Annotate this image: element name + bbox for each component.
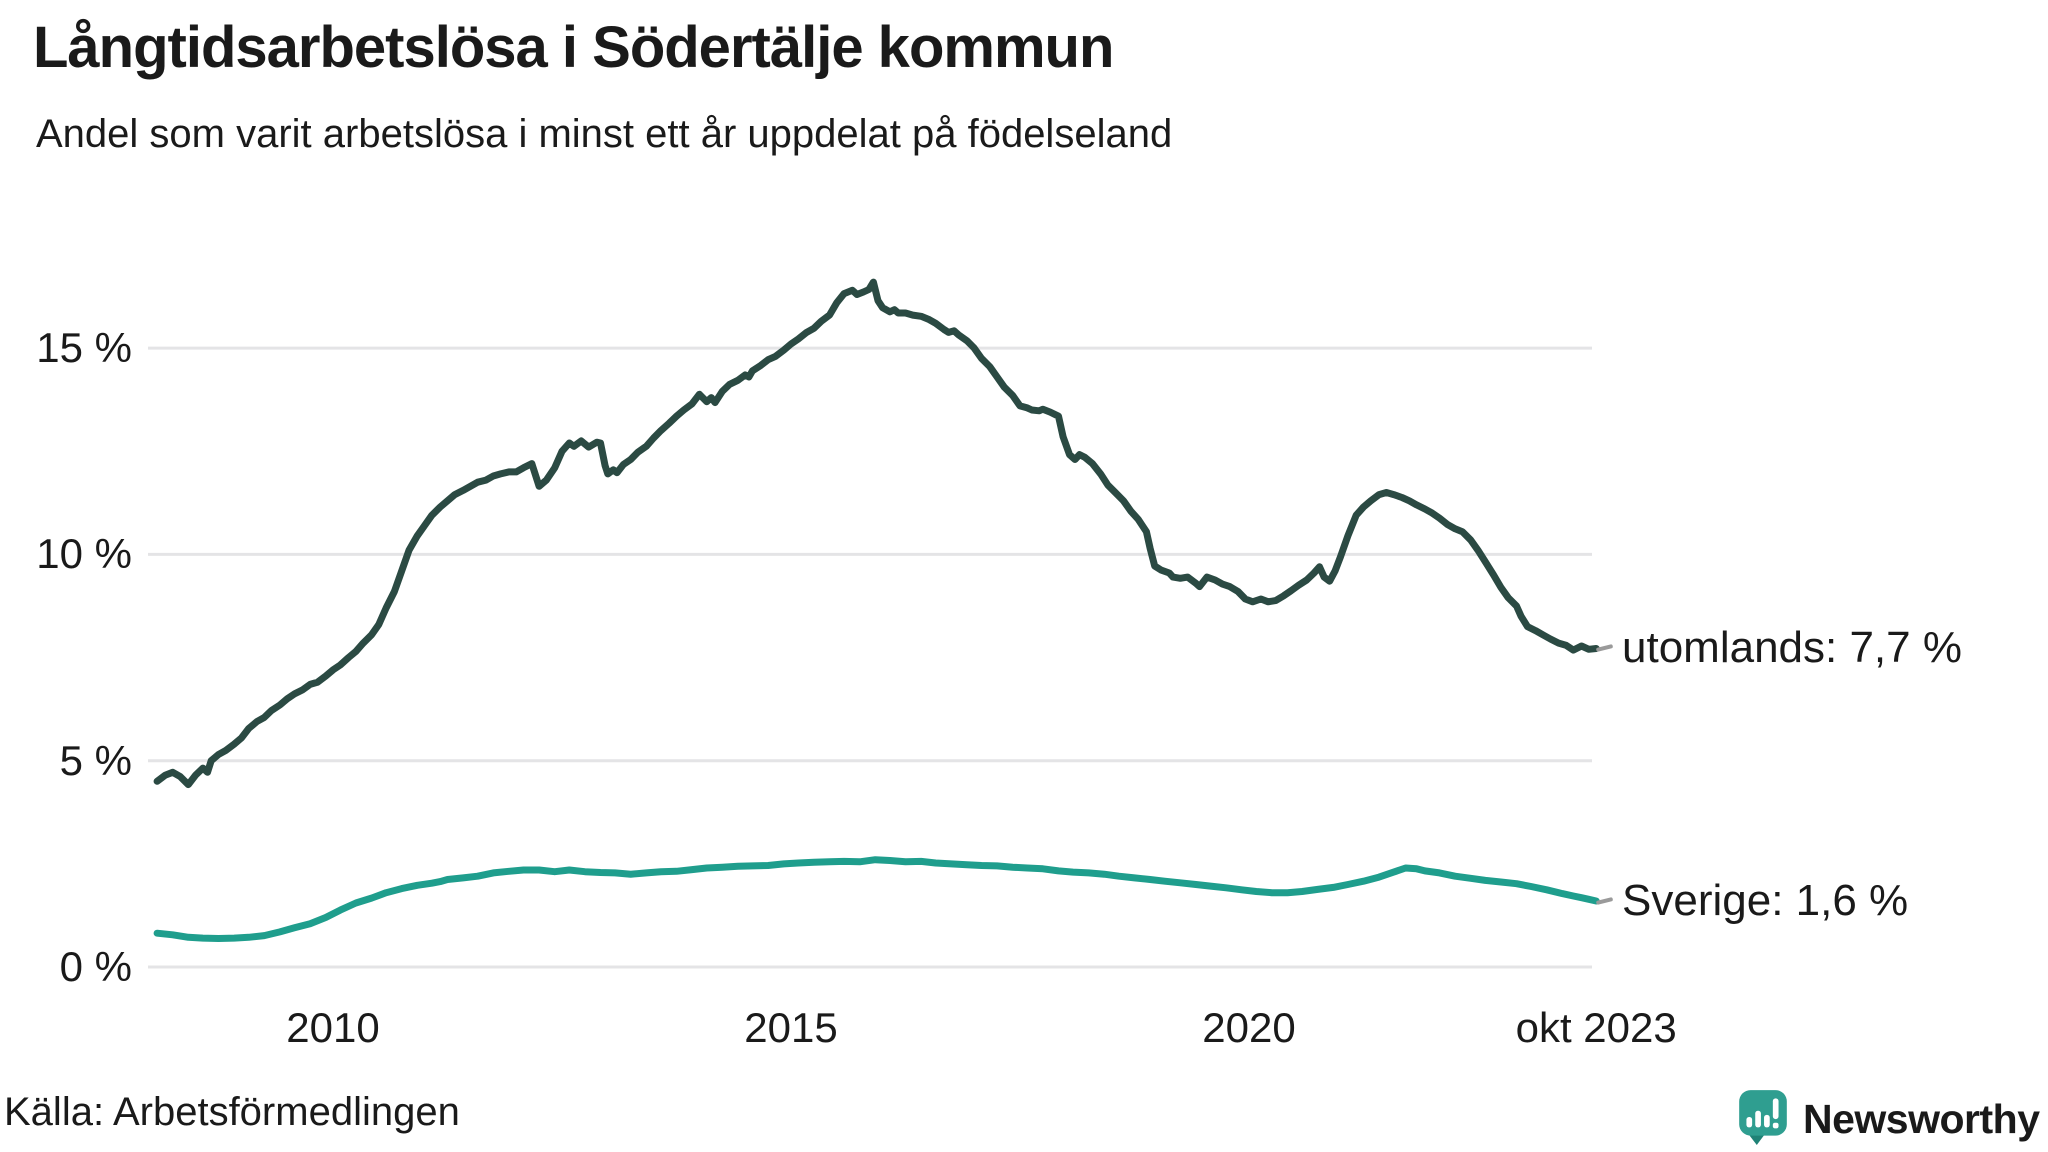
leader-dash-icon <box>1595 896 1614 905</box>
x-tick-label-2010: 2010 <box>286 1004 380 1051</box>
source-note: Källa: Arbetsförmedlingen <box>4 1090 460 1134</box>
newsworthy-logo[interactable]: Newsworthy <box>1736 1088 2040 1146</box>
series-label-sverige-text: Sverige: 1,6 % <box>1622 875 1909 925</box>
x-tick-label-okt-2023: okt 2023 <box>1515 1004 1677 1051</box>
y-axis: 0 % 5 % 10 % 15 % <box>0 0 132 1152</box>
y-tick-label-5: 5 % <box>59 736 132 784</box>
y-tick-label-15: 15 % <box>36 324 132 372</box>
speech-bubble-chart-icon <box>1739 1090 1787 1145</box>
page-title: Långtidsarbetslösa i Södertälje kommun <box>33 15 1114 80</box>
series-line-utomlands <box>153 278 1600 789</box>
series-label-sverige: Sverige: 1,6 % <box>1595 875 1909 926</box>
series-line-sverige <box>153 856 1600 942</box>
newsworthy-logo-text: Newsworthy <box>1803 1096 2040 1142</box>
series-label-utomlands: utomlands: 7,7 % <box>1595 623 1962 673</box>
series-label-utomlands-text: utomlands: 7,7 % <box>1622 623 1962 673</box>
leader-dash-icon <box>1595 644 1614 653</box>
chart-subtitle: Andel som varit arbetslösa i minst ett å… <box>36 112 1173 156</box>
x-axis: 2010 2015 2020 okt 2023 <box>0 1004 2048 1064</box>
x-tick-label-2020: 2020 <box>1202 1004 1296 1051</box>
y-tick-label-10: 10 % <box>36 530 132 578</box>
y-tick-label-0: 0 % <box>59 943 132 990</box>
x-tick-label-2015: 2015 <box>744 1004 838 1051</box>
